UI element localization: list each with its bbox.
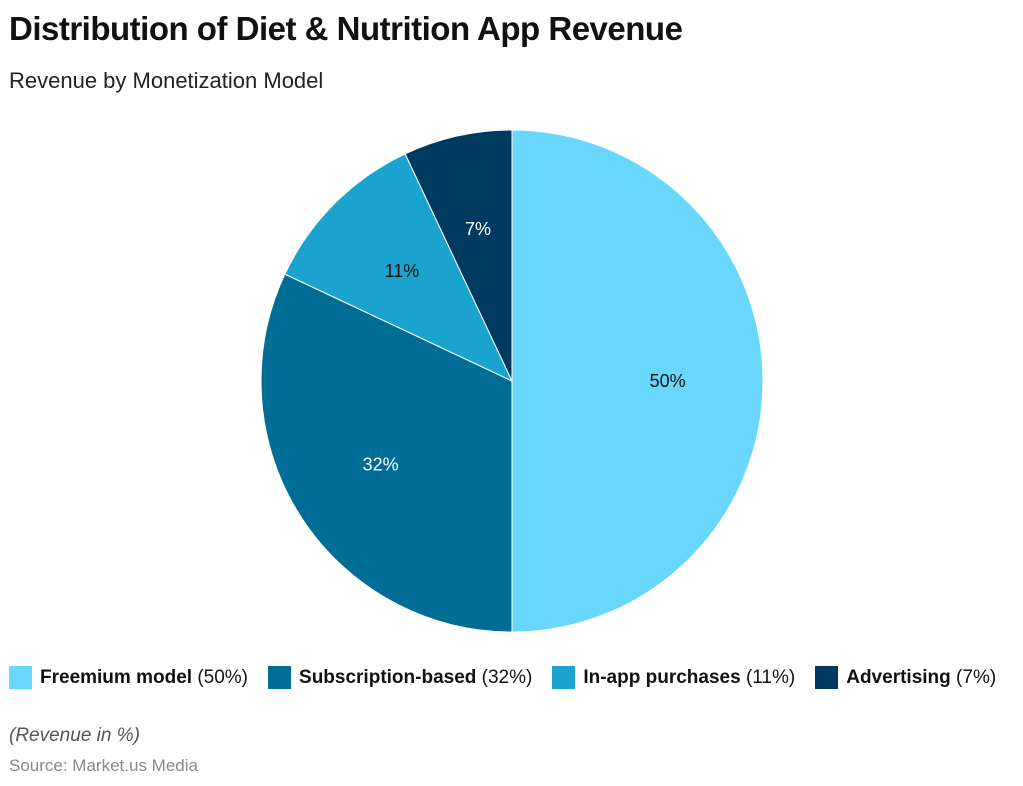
legend-label: Freemium model (40, 666, 193, 688)
legend-item: Subscription-based (32%) (268, 666, 532, 689)
pie-slice-freemium-model (511, 129, 764, 633)
slice-label: 32% (363, 454, 399, 474)
legend: Freemium model (50%) Subscription-based (… (9, 666, 996, 689)
legend-item: In-app purchases (11%) (552, 666, 795, 689)
chart-subtitle: Revenue by Monetization Model (9, 68, 324, 93)
legend-swatch (815, 666, 839, 689)
slice-label: 7% (465, 219, 491, 239)
source-text: Source: Market.us Media (9, 756, 198, 775)
pie-slice-advertising (404, 129, 513, 382)
legend-value: (11%) (740, 666, 796, 688)
legend-value: (50%) (192, 666, 249, 688)
legend-value: (7%) (950, 666, 997, 688)
slice-label: 11% (385, 261, 420, 281)
pie-slice-subscription-based (260, 273, 513, 633)
legend-label: Advertising (846, 666, 951, 688)
legend-swatch (552, 666, 576, 689)
legend-label: Subscription-based (299, 666, 477, 688)
legend-item: Advertising (7%) (815, 666, 996, 689)
legend-item: Freemium model (50%) (9, 666, 248, 689)
legend-swatch (268, 666, 292, 689)
legend-swatch (9, 666, 32, 689)
pie-chart: 50% 32% 11% 7% (260, 129, 764, 633)
unit-note: (Revenue in %) (9, 725, 140, 746)
slice-label: 50% (650, 371, 686, 391)
chart-title: Distribution of Diet & Nutrition App Rev… (9, 10, 683, 47)
legend-value: (32%) (476, 666, 533, 688)
legend-label: In-app purchases (583, 666, 741, 688)
pie-slice-in-app-purchases (284, 153, 514, 383)
